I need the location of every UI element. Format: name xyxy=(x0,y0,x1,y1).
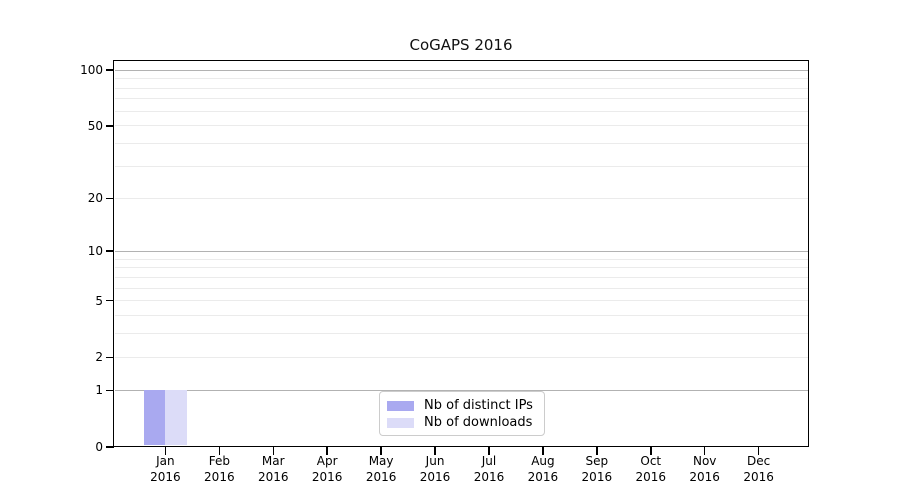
y-tick-1 xyxy=(106,389,114,392)
gridline-minor-70 xyxy=(115,98,808,100)
x-tick-label-jul: Jul 2016 xyxy=(473,454,505,484)
gridline-minor-40 xyxy=(115,143,808,145)
chart-title: CoGAPS 2016 xyxy=(409,36,513,54)
y-tick-label-10: 10 xyxy=(87,244,103,259)
legend-swatch-distinct-ips xyxy=(387,400,414,411)
gridline-minor-90 xyxy=(115,78,808,80)
gridline-minor-60 xyxy=(115,110,808,112)
legend-swatch-downloads xyxy=(387,417,414,428)
legend-item-downloads: Nb of downloads xyxy=(387,414,536,431)
y-tick-label-50: 50 xyxy=(87,118,103,133)
x-tick-label-nov: Nov 2016 xyxy=(689,454,720,484)
gridline-minor-4 xyxy=(115,315,808,317)
plot-area xyxy=(113,60,809,447)
y-tick-label-5: 5 xyxy=(95,293,103,308)
y-tick-5 xyxy=(106,299,114,302)
x-tick-label-dec: Dec 2016 xyxy=(743,454,774,484)
y-tick-label-2: 2 xyxy=(95,350,103,365)
legend-label-downloads: Nb of downloads xyxy=(424,415,533,430)
x-tick-label-oct: Oct 2016 xyxy=(635,454,667,484)
gridline-minor-7 xyxy=(115,276,808,278)
x-tick-label-apr: Apr 2016 xyxy=(311,454,343,484)
gridline-major-100 xyxy=(115,69,808,71)
bar-nb-of-distinct-ips-jan xyxy=(143,390,166,446)
legend-item-distinct-ips: Nb of distinct IPs xyxy=(387,397,536,414)
y-tick-50 xyxy=(106,125,114,127)
y-tick-label-100: 100 xyxy=(80,63,103,78)
legend-label-distinct-ips: Nb of distinct IPs xyxy=(424,398,533,413)
x-tick-aug xyxy=(542,447,544,455)
x-tick-label-jan: Jan 2016 xyxy=(150,454,181,484)
gridline-minor-30 xyxy=(115,166,808,168)
x-tick-label-sep: Sep 2016 xyxy=(581,454,613,484)
x-tick-sep xyxy=(596,447,598,455)
gridline-minor-9 xyxy=(115,258,808,260)
gridline-minor-5 xyxy=(115,300,808,302)
x-tick-jun xyxy=(434,447,436,455)
x-tick-may xyxy=(380,447,382,455)
x-tick-apr xyxy=(326,447,328,455)
x-tick-oct xyxy=(650,447,652,455)
y-tick-10 xyxy=(106,250,114,252)
x-tick-feb xyxy=(218,447,221,455)
gridline-minor-2 xyxy=(115,356,808,358)
y-tick-100 xyxy=(106,69,114,71)
x-tick-label-jun: Jun 2016 xyxy=(419,454,451,484)
x-tick-jan xyxy=(164,447,167,455)
gridline-minor-6 xyxy=(115,287,808,289)
x-tick-mar xyxy=(272,447,274,455)
gridline-minor-3 xyxy=(115,333,808,335)
y-tick-2 xyxy=(106,356,114,359)
y-tick-label-0: 0 xyxy=(95,440,103,454)
gridline-major-1 xyxy=(115,389,808,391)
x-tick-label-may: May 2016 xyxy=(365,454,397,484)
x-tick-nov xyxy=(703,447,706,455)
gridline-minor-20 xyxy=(115,197,808,199)
x-tick-dec xyxy=(757,447,760,455)
gridline-major-10 xyxy=(115,250,808,252)
x-tick-label-mar: Mar 2016 xyxy=(257,454,289,484)
x-tick-label-feb: Feb 2016 xyxy=(204,454,235,484)
bar-nb-of-downloads-jan xyxy=(165,390,188,446)
y-tick-label-20: 20 xyxy=(87,191,103,206)
gridline-minor-8 xyxy=(115,267,808,269)
gridline-minor-80 xyxy=(115,87,808,89)
legend: Nb of distinct IPs Nb of downloads xyxy=(379,391,545,436)
x-tick-jul xyxy=(488,447,490,455)
gridline-minor-50 xyxy=(115,125,808,127)
y-tick-0 xyxy=(106,446,114,448)
x-tick-label-aug: Aug 2016 xyxy=(527,454,559,484)
y-tick-20 xyxy=(106,197,114,200)
y-tick-label-1: 1 xyxy=(95,383,103,398)
